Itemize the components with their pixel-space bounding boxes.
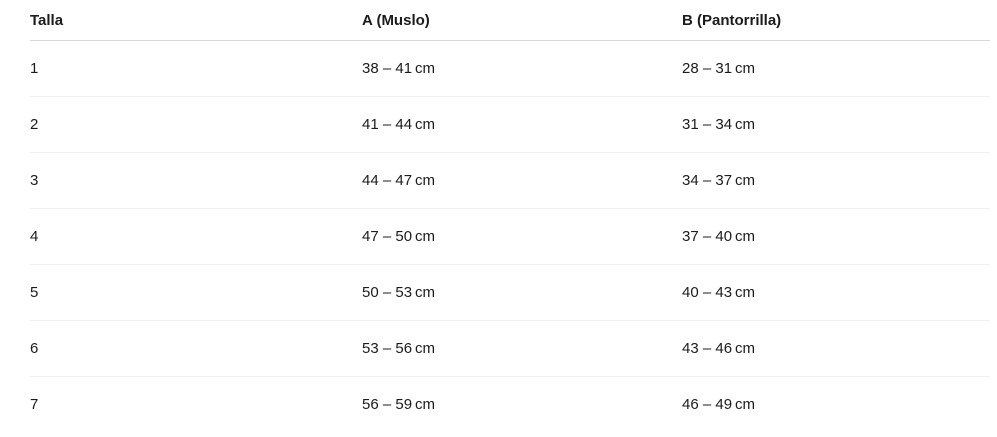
cell-a-muslo: 44 – 47 cm	[362, 152, 682, 209]
size-table-body: 1 38 – 41 cm 28 – 31 cm 2 41 – 44 cm 31 …	[30, 40, 990, 433]
cell-talla: 7	[30, 396, 39, 413]
cell-a-muslo: 53 – 56 cm	[362, 320, 682, 377]
column-header-talla: Talla	[30, 0, 362, 41]
cell-a-muslo: 38 – 41 cm	[362, 40, 682, 97]
size-table-header: Talla A (Muslo) B (Pantorrilla)	[30, 0, 990, 41]
cell-b-pantorrilla: 43 – 46 cm	[682, 320, 990, 377]
cell-talla: 3	[30, 152, 362, 209]
cell-a-muslo: 47 – 50 cm	[362, 208, 682, 265]
table-row: 6 53 – 56 cm 43 – 46 cm	[30, 320, 990, 377]
table-row: 1 38 – 41 cm 28 – 31 cm	[30, 40, 990, 97]
size-chart: Talla A (Muslo) B (Pantorrilla) 1 38 – 4…	[30, 0, 990, 432]
table-row: 4 47 – 50 cm 37 – 40 cm	[30, 208, 990, 265]
cell-talla: 6	[30, 320, 362, 377]
cell-a-muslo: 50 – 53 cm	[362, 264, 682, 321]
header-row: Talla A (Muslo) B (Pantorrilla)	[30, 0, 990, 41]
cell-a-muslo: 56 – 59 cm	[362, 396, 436, 413]
cell-talla: 2	[30, 96, 362, 153]
cell-b-pantorrilla: 40 – 43 cm	[682, 264, 990, 321]
cell-talla: 5	[30, 264, 362, 321]
cell-talla: 4	[30, 208, 362, 265]
cell-talla: 1	[30, 40, 362, 97]
column-header-b-pantorrilla: B (Pantorrilla)	[682, 0, 990, 41]
cell-b-pantorrilla: 28 – 31 cm	[682, 40, 990, 97]
table-row: 2 41 – 44 cm 31 – 34 cm	[30, 96, 990, 153]
table-row: 7 56 – 59 cm 46 – 49 cm	[30, 377, 990, 433]
table-row: 3 44 – 47 cm 34 – 37 cm	[30, 152, 990, 209]
cell-b-pantorrilla: 46 – 49 cm	[682, 396, 756, 413]
cell-b-pantorrilla: 37 – 40 cm	[682, 208, 990, 265]
cell-a-muslo: 41 – 44 cm	[362, 96, 682, 153]
cell-b-pantorrilla: 31 – 34 cm	[682, 96, 990, 153]
size-table: Talla A (Muslo) B (Pantorrilla) 1 38 – 4…	[30, 0, 990, 432]
table-row: 5 50 – 53 cm 40 – 43 cm	[30, 264, 990, 321]
cell-b-pantorrilla: 34 – 37 cm	[682, 152, 990, 209]
column-header-a-muslo: A (Muslo)	[362, 0, 682, 41]
